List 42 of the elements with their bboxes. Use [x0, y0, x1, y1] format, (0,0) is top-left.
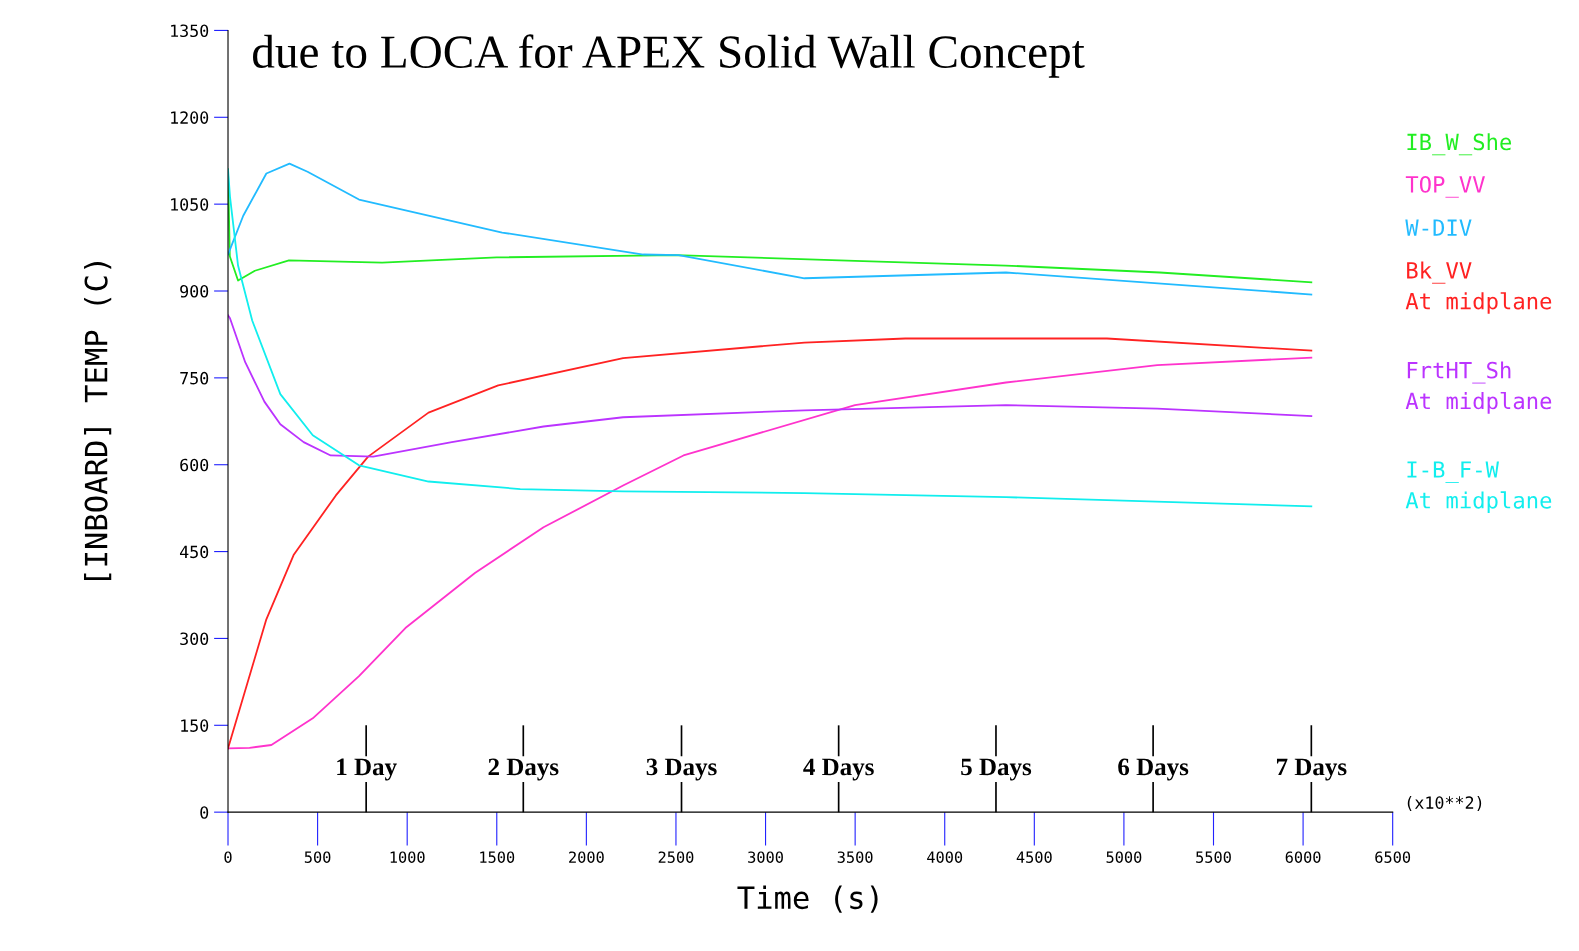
y-tick-label: 750	[180, 371, 209, 385]
ref-line-label: 1 Day	[337, 758, 397, 781]
text: (x10**2)	[1407, 796, 1482, 811]
text: I-B_F-W At midplane	[1405, 461, 1552, 513]
x-tick-label: 1500	[480, 851, 515, 863]
ref-line-label: 4 Days	[803, 758, 874, 781]
y-tick-label: 150	[181, 719, 209, 732]
x-tick-label: 500	[304, 851, 331, 863]
x-tick-label: 6000	[1285, 851, 1321, 863]
y-tick-label: 600	[180, 458, 209, 472]
y-axis-title: [INBOARD] TEMP (C)	[83, 262, 112, 580]
y-tick-label: 450	[179, 545, 209, 559]
x-tick-label: 2500	[658, 851, 694, 863]
text: Bk_VV At midplane	[1405, 261, 1552, 314]
x-tick-label: 6500	[1375, 851, 1411, 863]
text: FrtHT_Sh At midplane	[1405, 361, 1552, 414]
x-tick-label: 4500	[1016, 851, 1052, 863]
y-tick-label: 1350	[171, 24, 209, 38]
y-tick-label: 1050	[171, 198, 209, 211]
text: W-DIV	[1405, 219, 1472, 236]
ref-line-label: 5 Days	[961, 758, 1032, 781]
x-axis-title: Time (s)	[737, 885, 878, 913]
text: TOP_VV	[1405, 175, 1485, 198]
y-tick-label: 300	[180, 632, 209, 646]
x-tick-label: 3000	[748, 851, 783, 863]
line-series	[228, 314, 1313, 458]
x-tick-label: 0	[224, 851, 232, 863]
ref-line-label: 3 Days	[646, 758, 717, 781]
x-tick-label: 5500	[1196, 851, 1231, 863]
x-tick-label: 2000	[569, 851, 604, 863]
y-tick-label: 0	[200, 806, 209, 819]
chart-title: due to LOCA for APEX Solid Wall Concept	[253, 34, 1085, 78]
text: IB_W_She	[1407, 133, 1512, 156]
y-tick-label: 1200	[171, 111, 209, 124]
x-tick-label: 4000	[927, 851, 963, 863]
ref-line-label: 7 Days	[1276, 758, 1347, 781]
ref-line-label: 2 Days	[488, 758, 559, 781]
x-tick-label: 3500	[837, 851, 873, 863]
y-tick-label: 900	[180, 285, 209, 298]
x-tick-label: 1000	[390, 851, 425, 863]
x-tick-label: 5000	[1106, 851, 1142, 863]
ref-line-label: 6 Days	[1118, 758, 1189, 781]
